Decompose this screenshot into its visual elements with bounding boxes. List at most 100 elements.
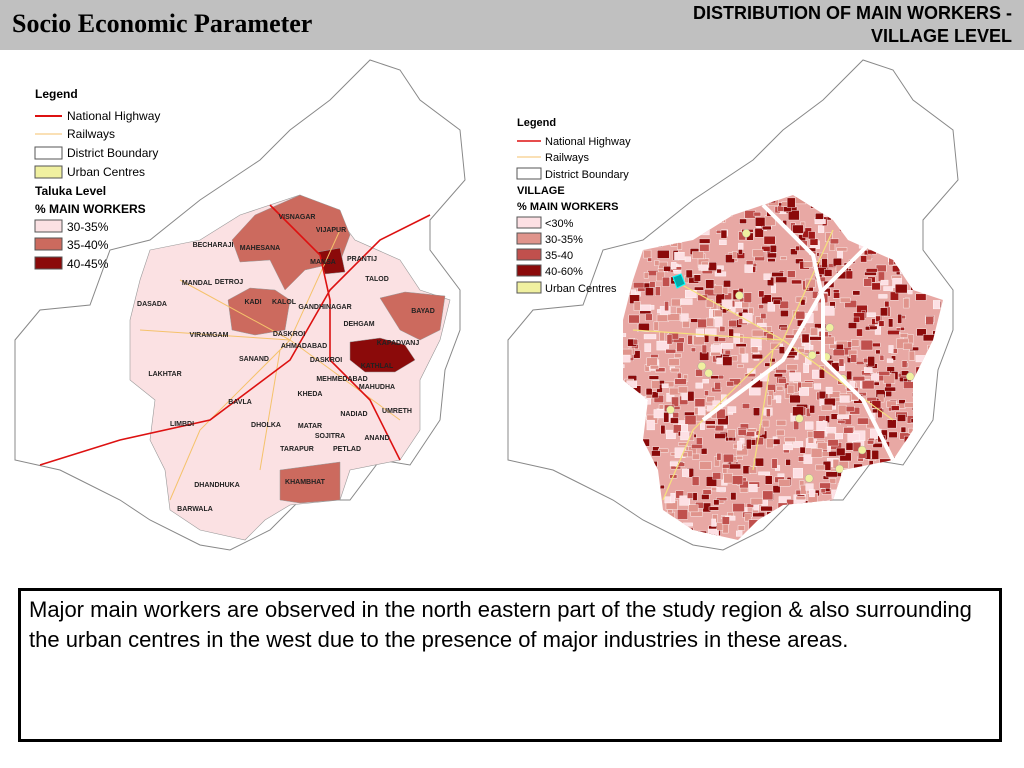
village	[646, 419, 655, 431]
village	[889, 541, 899, 545]
village	[951, 266, 956, 270]
village	[640, 198, 647, 207]
taluka-label: MATAR	[298, 423, 322, 430]
subtitle-line: DISTRIBUTION OF MAIN WORKERS -	[693, 3, 1012, 23]
village	[903, 298, 910, 309]
taluka-label: KALOL	[272, 299, 297, 306]
village	[753, 504, 759, 511]
village	[887, 419, 897, 429]
village	[633, 282, 645, 289]
village	[645, 388, 653, 396]
village	[854, 538, 864, 540]
village	[930, 470, 939, 477]
taluka-label: TALOD	[365, 276, 389, 283]
village	[951, 217, 955, 220]
village	[758, 304, 764, 309]
village	[656, 340, 669, 351]
village	[695, 369, 703, 377]
village	[871, 400, 882, 409]
village	[653, 395, 664, 403]
village	[849, 517, 859, 522]
village	[939, 199, 943, 208]
village	[878, 490, 885, 498]
village	[730, 492, 737, 501]
village	[784, 436, 796, 442]
village	[638, 323, 650, 332]
village	[892, 529, 900, 537]
village	[831, 503, 844, 511]
village	[920, 456, 933, 468]
village	[872, 342, 881, 348]
village	[653, 205, 660, 212]
village	[816, 512, 823, 522]
village	[825, 426, 837, 433]
village	[893, 532, 906, 537]
village	[912, 485, 917, 490]
taluka-label: NADIAD	[340, 411, 367, 418]
urban-centre	[704, 368, 713, 378]
village	[755, 217, 766, 227]
taluka-label: KHEDA	[298, 391, 323, 398]
village	[795, 310, 806, 320]
village	[701, 494, 710, 500]
village	[670, 417, 679, 424]
village	[815, 464, 826, 471]
village	[917, 513, 924, 523]
taluka-label: MAHUDHA	[359, 384, 395, 391]
village	[650, 354, 659, 358]
village	[748, 484, 758, 493]
taluka-label: BECHARAJI	[193, 242, 234, 249]
village	[932, 238, 940, 243]
village	[897, 314, 902, 324]
village	[699, 461, 712, 470]
village	[649, 197, 655, 206]
village	[952, 382, 960, 385]
legend-item: District Boundary	[67, 146, 158, 160]
village	[751, 354, 764, 360]
village	[780, 539, 790, 540]
village	[750, 346, 759, 354]
village	[865, 491, 873, 497]
legend-symbol	[34, 165, 63, 179]
village	[951, 490, 956, 494]
village	[687, 492, 694, 499]
village	[722, 356, 733, 366]
village	[785, 334, 795, 339]
taluka-label: TARAPUR	[280, 446, 314, 453]
taluka-label: DASKROI	[310, 357, 342, 364]
village	[674, 353, 682, 358]
village	[815, 350, 821, 355]
village	[832, 258, 842, 267]
village	[924, 225, 930, 231]
village	[684, 415, 697, 426]
legend-item: Urban Centres	[67, 165, 145, 179]
village	[633, 191, 640, 194]
taluka-35-40	[279, 461, 341, 504]
village	[810, 327, 818, 336]
village	[871, 449, 880, 460]
village	[762, 225, 772, 231]
village	[783, 449, 790, 454]
village	[720, 229, 728, 239]
village	[778, 377, 787, 384]
taluka-label: SANAND	[239, 356, 269, 363]
village	[800, 544, 811, 551]
village	[637, 222, 648, 229]
right-map	[507, 59, 960, 551]
taluka-label: BAVLA	[228, 399, 252, 406]
village	[908, 350, 916, 361]
village	[888, 479, 900, 485]
village	[723, 473, 733, 484]
village	[676, 195, 683, 197]
village	[628, 314, 640, 324]
village	[789, 394, 801, 404]
village	[705, 279, 715, 289]
village	[909, 498, 917, 504]
village	[855, 361, 865, 365]
village	[861, 474, 872, 478]
village	[946, 230, 955, 237]
village	[741, 353, 749, 363]
village	[888, 509, 898, 516]
village	[720, 343, 734, 349]
village	[811, 530, 823, 537]
